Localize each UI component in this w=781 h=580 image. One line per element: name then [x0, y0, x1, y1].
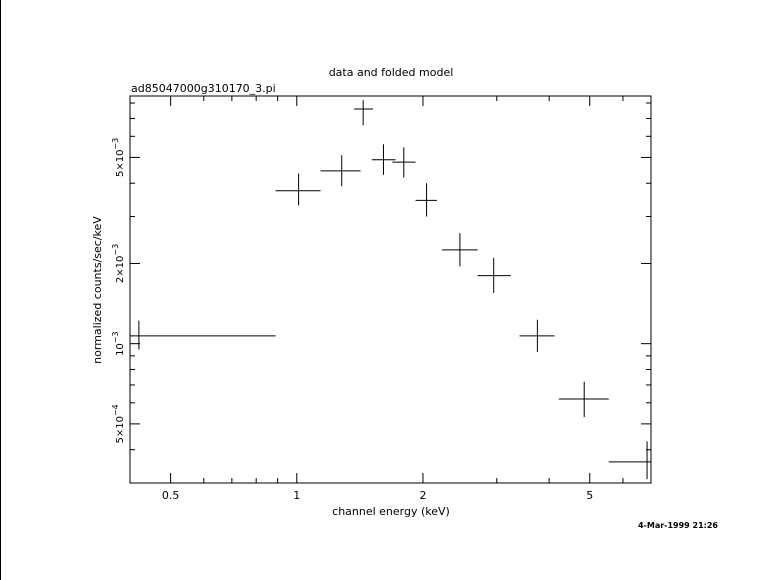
y-tick-label: 5×10−4	[111, 404, 126, 443]
data-point	[320, 155, 361, 187]
data-point	[441, 233, 478, 267]
y-tick-mantissa: 10	[115, 343, 126, 356]
x-tick-label: 2	[419, 489, 426, 502]
data-point	[130, 320, 276, 350]
y-tick-exponent: −3	[111, 244, 120, 256]
data-point	[354, 100, 374, 126]
y-tick-label-text: 2×10−3	[111, 244, 126, 283]
data-point	[371, 144, 396, 175]
x-tick-label: 0.5	[162, 489, 180, 502]
x-axis-label: channel energy (keV)	[332, 505, 450, 518]
y-tick-mantissa: 5×10	[115, 150, 126, 177]
axis-ticks	[129, 96, 652, 484]
data-point	[392, 147, 416, 178]
y-axis-label: normalized counts/sec/keV	[91, 216, 104, 364]
y-tick-exponent: −3	[111, 331, 120, 343]
y-tick-exponent: −3	[111, 138, 120, 150]
data-point	[415, 183, 437, 217]
y-tick-label: 5×10−3	[111, 138, 126, 177]
data-point	[558, 381, 609, 418]
y-tick-label: 10−3	[111, 331, 126, 356]
plot-frame	[129, 95, 652, 484]
window-left-edge	[0, 0, 1, 580]
data-point	[275, 173, 321, 206]
x-tick-labels: 0.5 1 2 5	[162, 489, 593, 502]
data-point	[477, 257, 511, 293]
x-tick-label: 5	[586, 489, 593, 502]
timestamp: 4-Mar-1999 21:26	[638, 521, 718, 530]
chart-subtitle: ad85047000g310170_3.pi	[131, 82, 276, 95]
y-tick-labels: 5×10−410−32×10−35×10−3	[111, 138, 126, 444]
y-tick-label-text: 10−3	[111, 331, 126, 356]
y-tick-label: 2×10−3	[111, 244, 126, 283]
y-tick-label-text: 5×10−3	[111, 138, 126, 177]
x-tick-label: 1	[293, 489, 300, 502]
data-points	[130, 100, 651, 480]
y-tick-label-text: 5×10−4	[111, 404, 126, 443]
y-tick-exponent: −4	[111, 404, 120, 416]
y-tick-mantissa: 5×10	[115, 416, 126, 443]
data-point	[519, 319, 555, 353]
y-tick-mantissa: 2×10	[115, 256, 126, 283]
data-point	[608, 441, 651, 480]
chart-title: data and folded model	[329, 66, 454, 79]
